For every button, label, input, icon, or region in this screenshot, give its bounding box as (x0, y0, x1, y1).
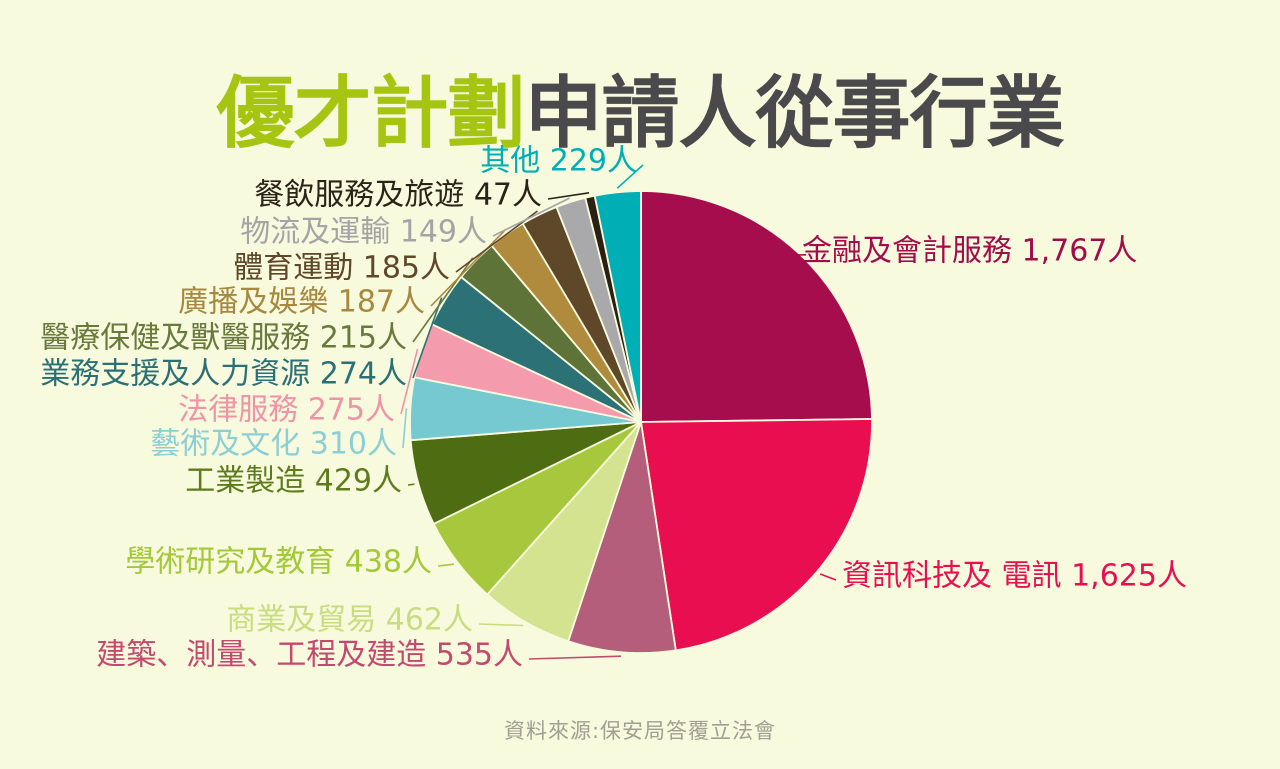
label-connector-line (437, 563, 454, 567)
pie-slice (593, 190, 642, 423)
label-connector-line (616, 164, 644, 189)
slice-label: 商業及貿易 462人 (226, 602, 473, 638)
slice-label: 業務支援及人力資源 274人 (40, 356, 407, 392)
slice-label: 金融及會計服務 1,767人 (802, 233, 1138, 269)
slice-label: 藝術及文化 310人 (150, 426, 397, 462)
slice-label: 法律服務 275人 (178, 392, 395, 428)
title-rest: 申請人從事行業 (524, 69, 1065, 160)
label-connector-line (547, 192, 590, 200)
slice-label: 餐飲服務及旅遊 47人 (254, 177, 542, 213)
slice-label: 學術研究及教育 438人 (125, 544, 432, 580)
label-connector-line (528, 655, 622, 660)
slice-label: 物流及運輸 149人 (240, 214, 487, 250)
label-connector-line (492, 197, 570, 237)
pie-slice (640, 190, 873, 423)
label-connector-line (407, 483, 415, 486)
slice-label: 其他 229人 (480, 143, 637, 179)
slice-label: 工業製造 429人 (185, 463, 402, 499)
slice-label: 廣播及娛樂 187人 (178, 284, 425, 320)
label-connector-line (478, 623, 524, 627)
label-connector-line (412, 257, 474, 343)
slice-label: 醫療保健及獸醫服務 215人 (40, 320, 407, 356)
label-connector-line (819, 573, 837, 581)
label-connector-line (430, 230, 505, 307)
label-connector-line (412, 297, 443, 379)
slice-label: 建築、測量、工程及建造 535人 (96, 637, 523, 673)
page-title: 優才計劃申請人從事行業 (0, 68, 1280, 160)
label-connector-line (402, 408, 408, 449)
slice-label: 體育運動 185人 (233, 250, 450, 286)
pie-slice (640, 418, 873, 652)
label-connector-line (400, 348, 419, 415)
slice-label: 資訊科技及 電訊 1,625人 (842, 558, 1187, 594)
source-note: 資料來源:保安局答覆立法會 (503, 719, 777, 743)
pie-slice (567, 421, 677, 654)
title-highlight: 優才計劃 (216, 69, 525, 160)
